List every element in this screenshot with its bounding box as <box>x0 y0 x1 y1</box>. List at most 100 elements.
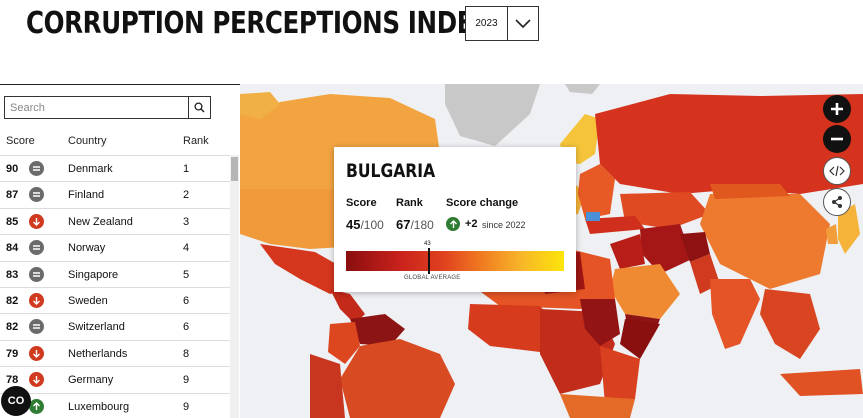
row-rank: 6 <box>183 294 190 307</box>
row-rank: 8 <box>183 347 190 360</box>
arrow-down-icon <box>29 372 44 388</box>
saudi-arabia-region <box>610 264 680 319</box>
table-header: Score Country Rank <box>0 133 230 155</box>
popup-rank: 67/180 <box>396 217 434 232</box>
row-rank: 4 <box>183 242 190 255</box>
india-region <box>710 279 760 349</box>
mexico-region <box>260 244 350 294</box>
table-row[interactable]: 90 Denmark 1 <box>0 155 230 181</box>
global-average-value: 43 <box>424 241 431 247</box>
eastern-europe-region <box>578 164 615 219</box>
row-country: Finland <box>68 189 105 202</box>
china-region <box>700 194 830 289</box>
colombia-region <box>328 322 360 364</box>
popup-rank-denominator: /180 <box>410 218 434 232</box>
column-header-country[interactable]: Country <box>68 135 107 147</box>
embed-code-icon <box>829 165 845 177</box>
row-score: 87 <box>6 189 19 202</box>
somalia-region <box>620 319 660 359</box>
indonesia-region <box>780 369 863 396</box>
greenland-region <box>445 84 540 146</box>
popup-rank-label: Rank <box>396 197 423 209</box>
west-africa-region <box>468 304 560 352</box>
minus-icon <box>831 137 843 141</box>
sudan-region <box>580 299 620 346</box>
iran-region <box>640 224 692 274</box>
column-header-score[interactable]: Score <box>6 135 35 147</box>
equal-icon <box>29 161 44 176</box>
svalbard-region <box>565 84 600 94</box>
japan-region <box>838 204 860 254</box>
year-select-value: 2023 <box>466 7 508 40</box>
row-country: Luxembourg <box>68 400 130 413</box>
table-row[interactable]: 83 Singapore 5 <box>0 260 230 287</box>
row-country: Norway <box>68 242 106 255</box>
score-gradient-bar <box>346 251 564 271</box>
row-rank: 5 <box>183 268 190 281</box>
embed-button[interactable] <box>823 157 851 185</box>
table-row[interactable]: 87 Finland 2 <box>0 181 230 207</box>
table-row[interactable]: 79 Netherlands 8 <box>0 339 230 366</box>
row-country: Singapore <box>68 268 119 281</box>
peru-region <box>310 354 345 418</box>
row-rank: 9 <box>183 374 190 387</box>
row-country: Germany <box>68 374 114 387</box>
table-row[interactable]: 82 Sweden 6 <box>0 286 230 313</box>
row-score: 82 <box>6 321 19 334</box>
search-input[interactable] <box>5 97 188 118</box>
search-button[interactable] <box>188 97 210 118</box>
cc-button[interactable]: CO <box>1 386 31 416</box>
arrow-down-icon <box>29 345 44 361</box>
equal-icon <box>29 319 44 335</box>
row-rank: 6 <box>183 321 190 334</box>
iraq-region <box>610 234 645 269</box>
global-average-marker <box>428 248 430 274</box>
popup-score-label: Score <box>346 197 377 209</box>
brazil-region <box>340 339 455 418</box>
share-icon <box>832 196 842 208</box>
row-rank: 9 <box>183 400 190 413</box>
arrow-up-icon <box>446 217 460 231</box>
popup-score: 45/100 <box>346 217 384 232</box>
table-row[interactable]: 78Luxembourg9 <box>0 392 230 418</box>
share-button[interactable] <box>823 188 851 216</box>
search-box <box>4 96 211 119</box>
equal-icon <box>29 187 44 203</box>
row-country: New Zealand <box>68 215 133 228</box>
table-row[interactable]: 84 Norway 4 <box>0 234 230 260</box>
global-average-label: GLOBAL AVERAGE <box>404 275 461 281</box>
zoom-in-button[interactable] <box>823 95 851 123</box>
scrollbar-thumb[interactable] <box>231 157 238 181</box>
plus-icon <box>831 103 843 115</box>
column-header-rank[interactable]: Rank <box>183 135 209 147</box>
arrow-up-icon <box>29 398 44 414</box>
row-score: 78 <box>6 374 19 387</box>
zoom-out-button[interactable] <box>823 125 851 153</box>
mongolia-region <box>710 184 790 199</box>
row-score: 79 <box>6 347 19 360</box>
row-country: Denmark <box>68 163 113 175</box>
equal-icon <box>29 240 44 256</box>
southeast-asia-region <box>760 289 820 359</box>
year-select[interactable]: 2023 <box>465 6 539 41</box>
equal-icon <box>29 266 44 282</box>
table-scrollbar[interactable] <box>230 155 239 418</box>
popup-change-value: +2 <box>465 218 478 230</box>
afghanistan-region <box>680 232 710 262</box>
popup-since: since 2022 <box>482 220 526 230</box>
table-row[interactable]: 85 New Zealand 3 <box>0 207 230 234</box>
korea-region <box>826 224 838 244</box>
table-row[interactable]: 82 Switzerland 6 <box>0 313 230 339</box>
row-country: Sweden <box>68 294 108 307</box>
ranking-panel: Score Country Rank 90Denmark187Finland28… <box>0 84 240 418</box>
east-africa-region <box>600 346 640 404</box>
arrow-down-icon <box>29 213 44 229</box>
chevron-down-icon[interactable] <box>508 7 538 40</box>
ranking-table-body: 90 Denmark 1 87 Finland 2 85 New Zealand 3 84 Norw… <box>0 155 230 418</box>
page-title: CORRUPTION PERCEPTIONS INDEX <box>26 6 492 41</box>
table-row[interactable]: 78 Germany 9 <box>0 366 230 392</box>
row-score: 85 <box>6 215 19 228</box>
popup-score-value: 45 <box>346 217 361 232</box>
popup-change-label: Score change <box>446 197 519 209</box>
